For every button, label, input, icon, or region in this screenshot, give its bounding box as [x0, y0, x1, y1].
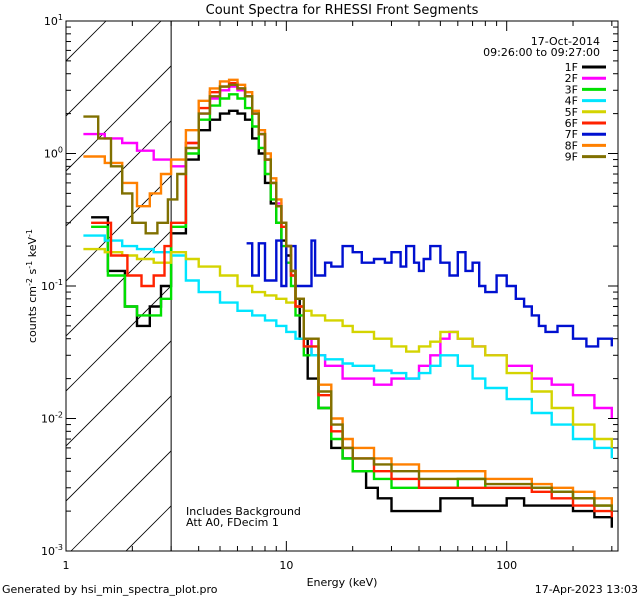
- series-5F-line: [83, 247, 613, 448]
- legend-label-2F: 2F: [565, 72, 578, 85]
- legend-label-9F: 9F: [565, 151, 578, 164]
- hatch-line: [125, 505, 172, 551]
- hatch-line: [66, 175, 172, 282]
- annotation-attenuator: Att A0, FDecim 1: [186, 516, 279, 529]
- y-tick-label: 100: [44, 146, 63, 161]
- chart-title: Count Spectra for RHESSI Front Segments: [206, 3, 479, 18]
- y-tick-label: 10-2: [41, 411, 63, 426]
- date-label: 17-Oct-2014: [531, 35, 600, 48]
- series-9F-line: [83, 83, 613, 512]
- y-tick-label: 10-3: [41, 543, 63, 558]
- x-tick-label: 100: [496, 559, 517, 572]
- axis-ticks: 1 10 100 10-3 10-2 10-1 100 101: [41, 13, 618, 572]
- series-8F-line: [83, 78, 613, 506]
- x-axis-label: Energy (keV): [307, 576, 378, 589]
- series-4F-line: [83, 234, 613, 459]
- series-7F-line: [246, 239, 613, 348]
- time-range-label: 09:26:00 to 09:27:00: [483, 46, 600, 59]
- legend-label-7F: 7F: [565, 128, 578, 141]
- y-tick-label: 10-1: [41, 278, 63, 293]
- legend-label-3F: 3F: [565, 83, 578, 96]
- hatch-line: [66, 230, 172, 337]
- legend-label-6F: 6F: [565, 117, 578, 130]
- hatch-line: [66, 395, 172, 502]
- hatch-line: [66, 21, 107, 62]
- legend-label-1F: 1F: [565, 61, 578, 74]
- legend-label-8F: 8F: [565, 139, 578, 152]
- legend-label-4F: 4F: [565, 95, 578, 108]
- hatch-line: [66, 21, 162, 117]
- y-axis-label: counts cm-2 s-1 keV-1: [25, 229, 39, 343]
- series-layer: [83, 78, 613, 528]
- footer-generated-by: Generated by hsi_min_spectra_plot.pro: [2, 583, 218, 596]
- x-tick-label: 1: [63, 559, 70, 572]
- hatch-line: [0, 0, 121, 551]
- annotation-background: Includes Background: [186, 505, 301, 518]
- footer-timestamp: 17-Apr-2023 13:03: [534, 583, 638, 596]
- hatch-line: [66, 65, 172, 172]
- legend-label-5F: 5F: [565, 106, 578, 119]
- x-tick-label: 10: [279, 559, 293, 572]
- series-6F-line: [91, 81, 613, 518]
- y-tick-label: 101: [44, 13, 63, 28]
